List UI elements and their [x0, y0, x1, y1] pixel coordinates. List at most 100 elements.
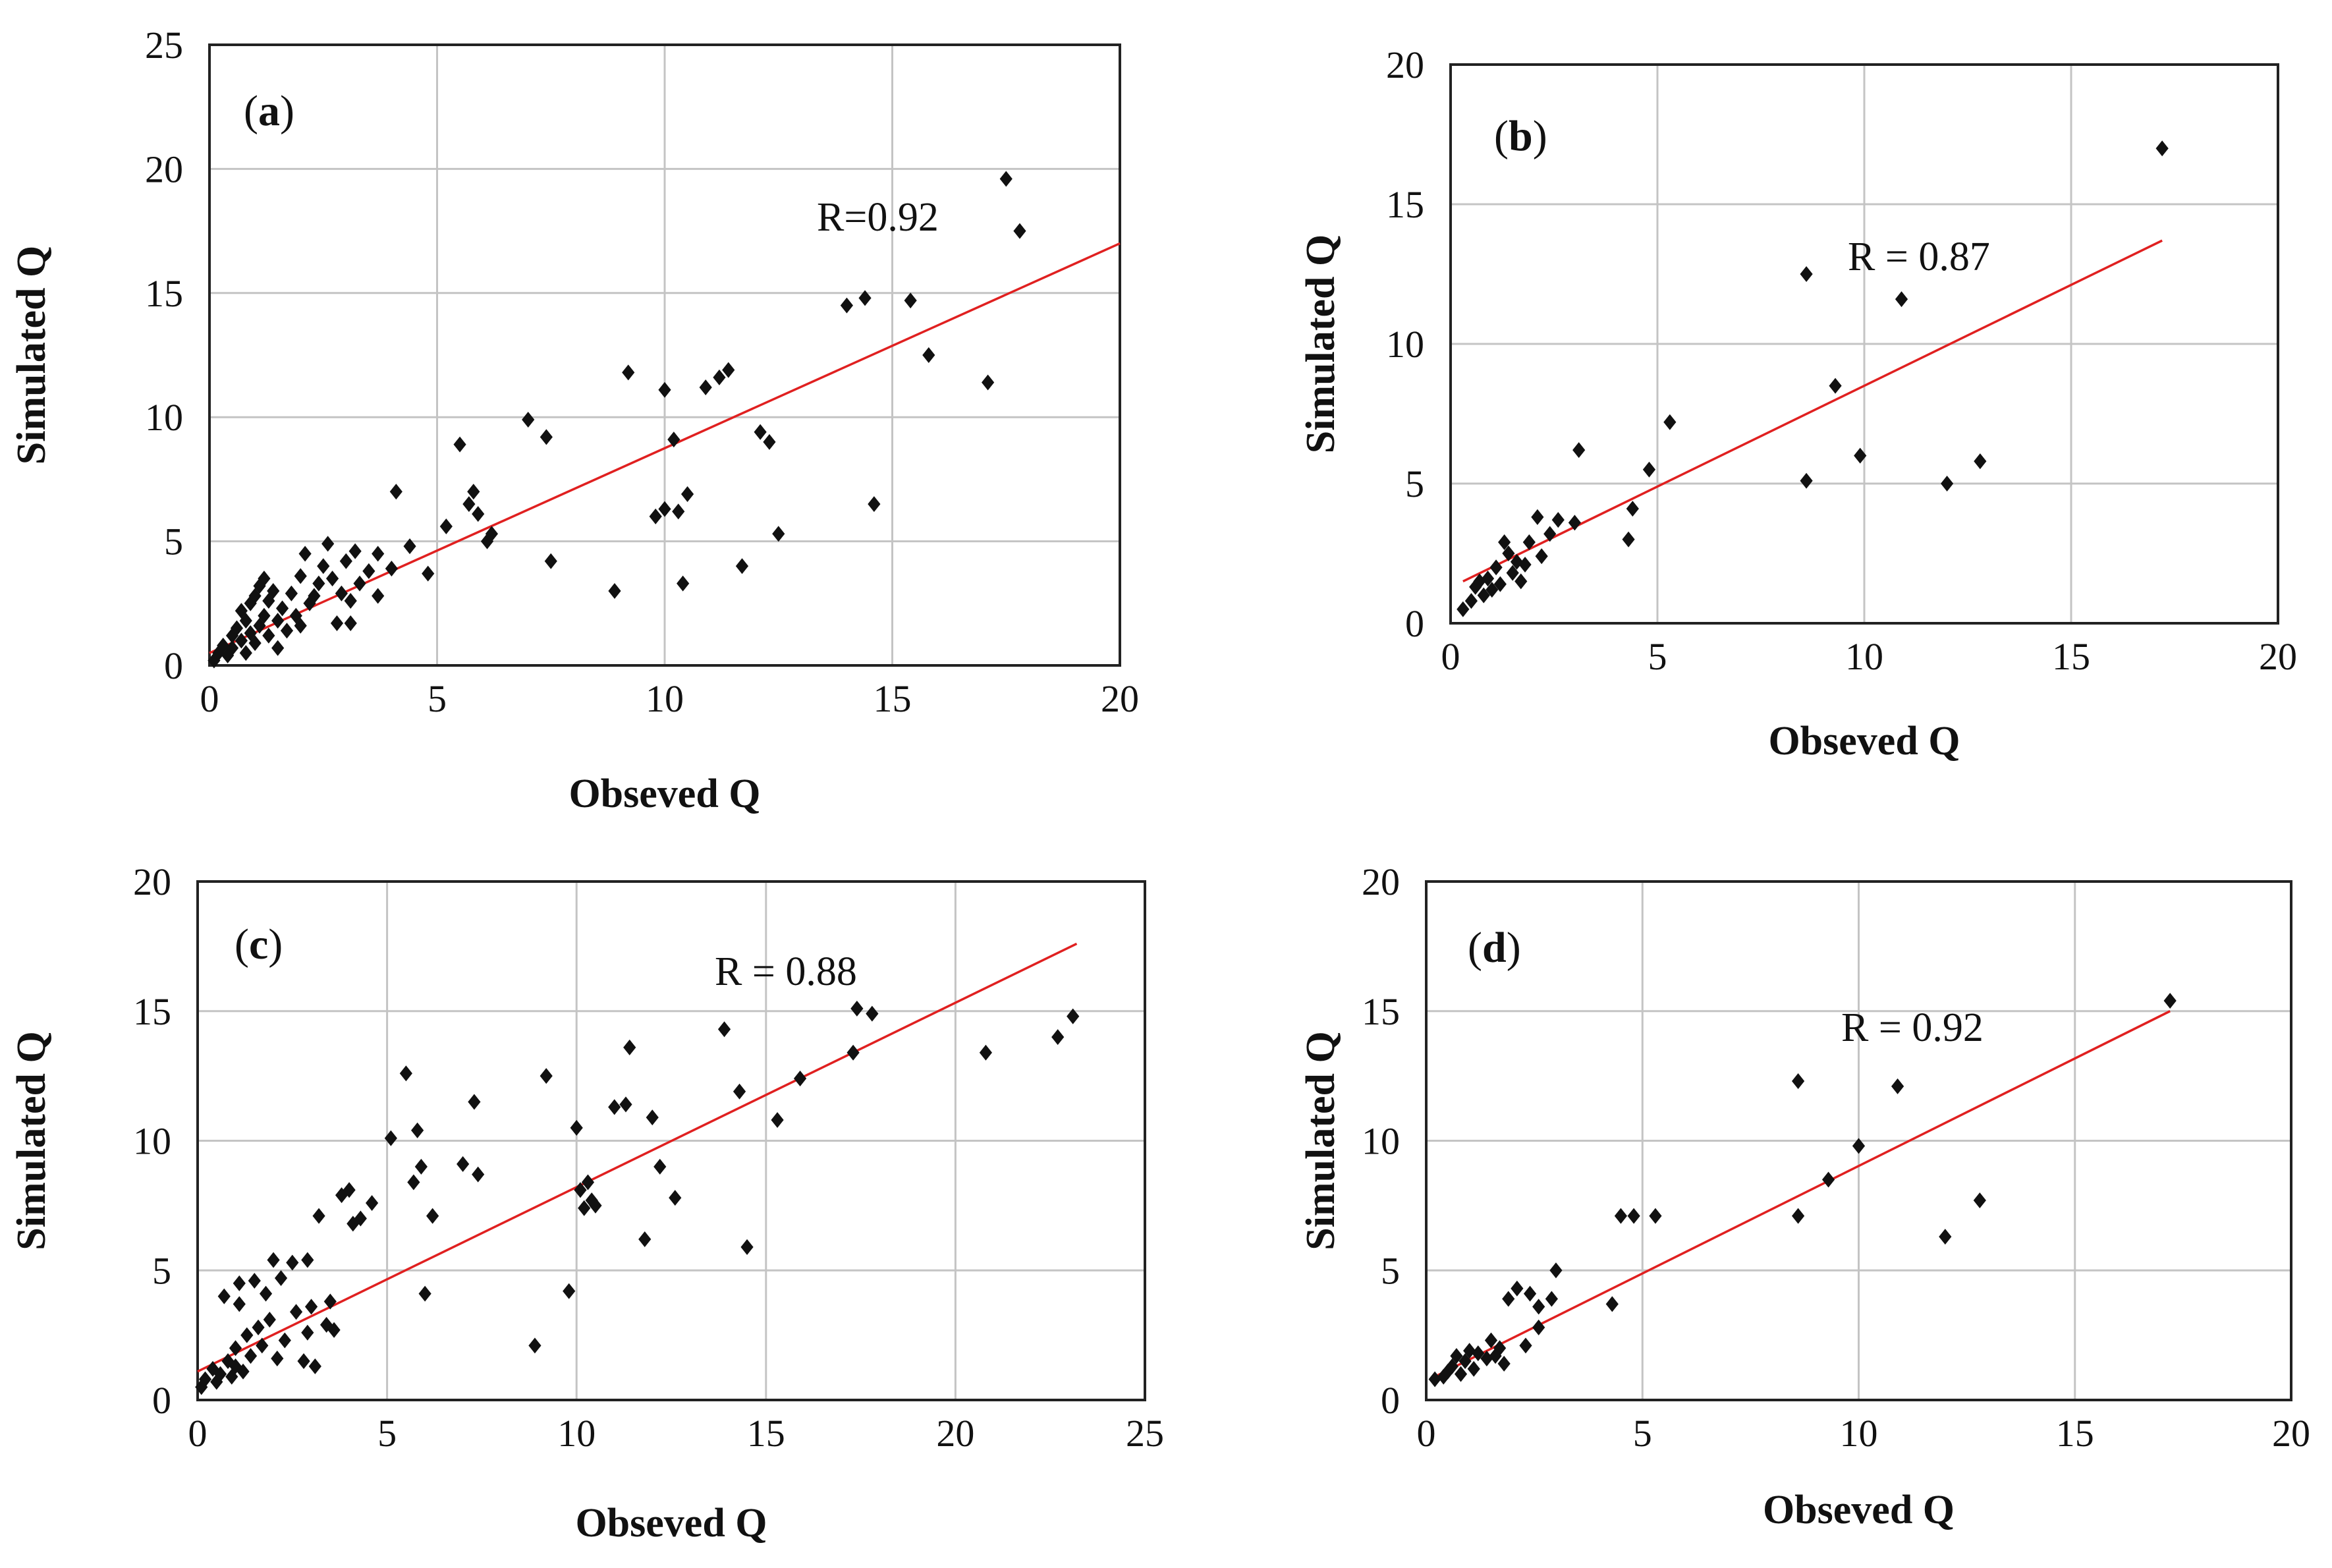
y-tick-label: 5 [1405, 462, 1424, 505]
x-tick-label: 10 [1845, 635, 1883, 678]
data-point [418, 1285, 431, 1302]
data-point [330, 615, 344, 631]
x-tick-label: 10 [1840, 1412, 1878, 1455]
data-point [280, 623, 294, 639]
data-point [740, 1239, 754, 1255]
data-point [1535, 548, 1548, 565]
data-point [649, 508, 662, 524]
panel-a-r-value: R=0.92 [817, 195, 939, 240]
data-point [267, 1252, 280, 1268]
data-point [680, 486, 694, 503]
data-point [294, 568, 307, 584]
y-tick-label: 15 [145, 272, 183, 315]
data-point [1895, 291, 1908, 308]
data-point [622, 364, 635, 381]
data-point [248, 635, 262, 652]
data-point [262, 627, 275, 644]
data-point [286, 1254, 299, 1271]
panel-b-x-axis-label: Obseved Q [1768, 719, 1960, 764]
data-point [308, 588, 321, 604]
data-point [1891, 1078, 1904, 1094]
data-point [343, 1182, 356, 1198]
data-point [233, 1275, 246, 1291]
data-point [225, 640, 239, 656]
data-point [667, 432, 680, 448]
data-point [208, 652, 221, 669]
data-point [372, 588, 385, 604]
data-point [1627, 1208, 1640, 1224]
data-point [297, 1353, 310, 1369]
panel-c-plot-frame [196, 880, 1146, 1401]
data-point [677, 575, 690, 592]
panel-d-trendline [1434, 1010, 2171, 1378]
data-point [1067, 1008, 1080, 1024]
data-point [1568, 515, 1581, 531]
data-point [457, 1156, 470, 1172]
data-point [578, 1200, 591, 1216]
data-point [327, 1322, 341, 1338]
data-point [271, 1351, 284, 1367]
data-point [217, 1288, 231, 1304]
data-point [608, 582, 621, 599]
data-point [1622, 531, 1635, 547]
data-point [858, 290, 872, 306]
x-tick-label: 5 [377, 1412, 397, 1455]
data-point [1800, 472, 1813, 489]
data-point [348, 543, 362, 559]
data-point [646, 1109, 659, 1126]
x-tick-label: 20 [936, 1412, 974, 1455]
data-point [1477, 587, 1490, 603]
data-point [922, 347, 935, 363]
data-point [344, 593, 357, 609]
x-tick-label: 20 [1101, 677, 1139, 720]
data-point [229, 1358, 242, 1374]
data-point [1545, 1291, 1558, 1307]
data-point [485, 526, 499, 542]
data-point [1514, 573, 1528, 590]
data-point [271, 613, 285, 629]
data-point [658, 381, 671, 398]
data-point [581, 1174, 595, 1190]
data-point [1051, 1029, 1065, 1046]
data-point [1457, 601, 1470, 617]
panel-b-grid [1451, 65, 2278, 623]
data-point [1614, 1208, 1628, 1224]
data-point [1481, 571, 1495, 587]
data-point [271, 640, 285, 656]
data-point [1829, 378, 1842, 394]
data-point [1939, 1229, 1952, 1245]
data-point [1974, 453, 1987, 470]
data-point [1532, 1319, 1545, 1335]
y-tick-label: 10 [145, 396, 183, 439]
y-tick-label: 20 [1362, 860, 1400, 903]
data-point [259, 1285, 273, 1302]
y-tick-label: 10 [1362, 1120, 1400, 1163]
panel-c-r-value: R = 0.88 [715, 949, 857, 994]
data-point [198, 1371, 212, 1387]
data-point [1642, 461, 1656, 478]
data-point [713, 369, 726, 385]
data-point [399, 1065, 412, 1082]
data-point [544, 553, 557, 569]
data-point [312, 1208, 325, 1224]
data-point [1572, 442, 1586, 459]
data-point [289, 607, 302, 624]
x-tick-label: 20 [2272, 1412, 2310, 1455]
data-point [1941, 476, 1954, 491]
x-tick-label: 5 [428, 677, 447, 720]
y-tick-label: 0 [152, 1379, 171, 1422]
data-point [522, 411, 535, 428]
x-tick-label: 0 [1417, 1412, 1436, 1455]
data-point [275, 600, 289, 617]
y-tick-label: 5 [152, 1249, 171, 1292]
data-point [658, 501, 671, 517]
data-point [213, 1366, 227, 1382]
x-tick-label: 0 [200, 677, 219, 720]
data-point [303, 595, 316, 611]
data-point [1649, 1208, 1662, 1224]
data-point [365, 1194, 379, 1211]
data-point [385, 561, 398, 577]
